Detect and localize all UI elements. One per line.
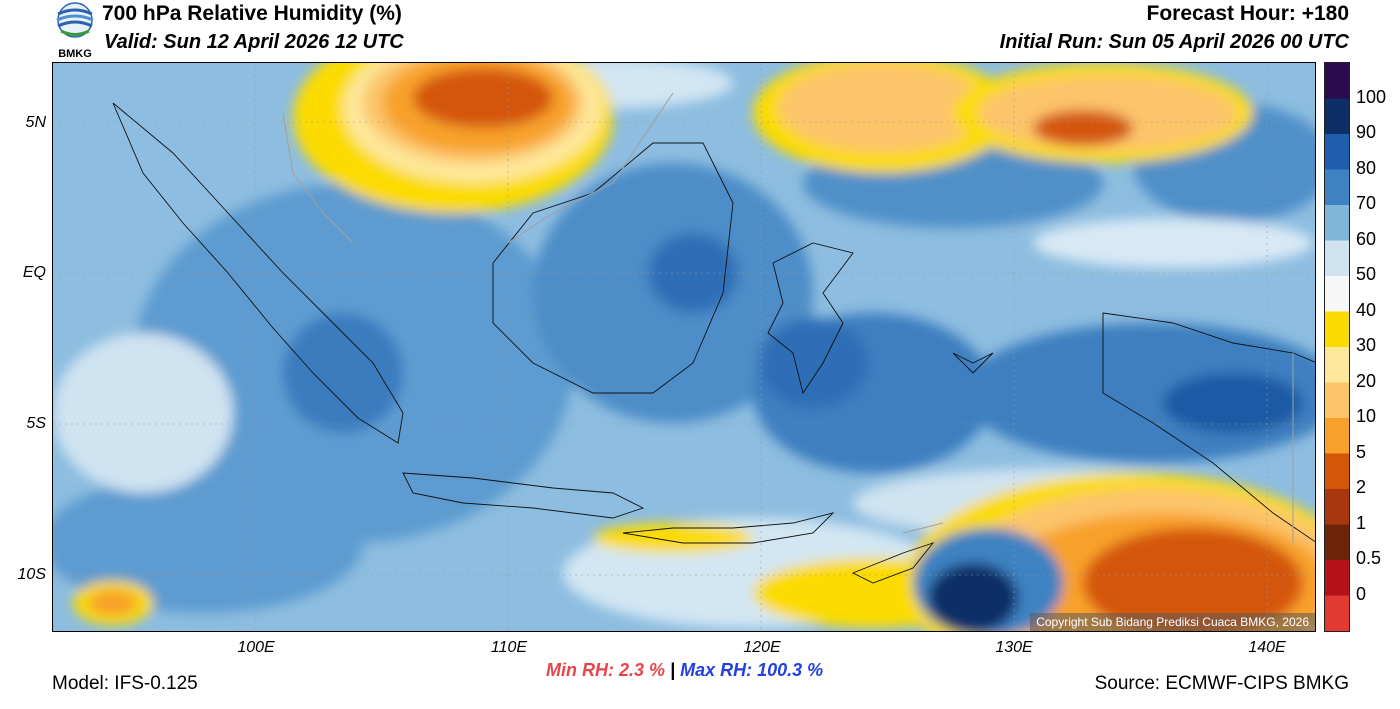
- lat-label-5n: 5N: [25, 114, 46, 131]
- graticule: [53, 63, 1315, 631]
- colorbar-bin: [1325, 63, 1349, 99]
- svg-text:BMKG: BMKG: [58, 48, 92, 60]
- colorbar-bin: [1325, 311, 1349, 348]
- colorbar-tick-label: 60: [1356, 228, 1377, 249]
- valid-time: Valid: Sun 12 April 2026 12 UTC: [104, 31, 404, 53]
- colorbar-bin: [1325, 382, 1349, 419]
- lon-label-120e: 120E: [743, 639, 781, 656]
- min-rh-label: Min RH:: [546, 660, 614, 680]
- colorbar-bin: [1325, 98, 1349, 135]
- max-rh-label: Max RH:: [680, 660, 753, 680]
- colorbar-tick-label: 1: [1356, 512, 1367, 533]
- min-rh-value: 2.3 %: [619, 660, 666, 680]
- coastlines: [112, 102, 1315, 584]
- colorbar: [1324, 62, 1350, 632]
- colorbar-bin: [1325, 134, 1349, 170]
- colorbar-bin: [1325, 205, 1349, 241]
- colorbar-tick-label: 20: [1356, 370, 1377, 391]
- lat-label-10s: 10S: [17, 566, 46, 583]
- stats-separator: |: [670, 660, 676, 680]
- colorbar-bin: [1325, 240, 1349, 277]
- rh-stats: Min RH: 2.3 % | Max RH: 100.3 %: [546, 660, 823, 681]
- colorbar-tick-label: 90: [1356, 122, 1377, 142]
- copyright-notice: Copyright Sub Bidang Prediksi Cuaca BMKG…: [1030, 613, 1315, 631]
- colorbar-bin: [1325, 347, 1349, 383]
- colorbar-bin: [1325, 595, 1349, 632]
- colorbar-tick-label: 10: [1356, 406, 1377, 426]
- forecast-hour: Forecast Hour: +180: [1146, 2, 1350, 25]
- colorbar-tick-label: 100: [1356, 86, 1387, 107]
- lon-label-110e: 110E: [490, 639, 528, 656]
- lon-label-130e: 130E: [995, 639, 1033, 656]
- humidity-map: Copyright Sub Bidang Prediksi Cuaca BMKG…: [52, 62, 1316, 632]
- colorbar-tick-label: 5: [1356, 441, 1367, 462]
- colorbar-tick-label: 0.5: [1356, 548, 1382, 568]
- colorbar-tick-label: 70: [1356, 193, 1377, 213]
- colorbar-tick-label: 0: [1356, 583, 1367, 604]
- bmkg-logo-icon: BMKG: [56, 2, 94, 60]
- colorbar-tick-label: 30: [1356, 335, 1377, 355]
- colorbar-bin: [1325, 418, 1349, 454]
- colorbar-tick-label: 40: [1356, 299, 1377, 320]
- max-rh-value: 100.3 %: [757, 660, 824, 680]
- model-label: Model: IFS-0.125: [52, 673, 198, 694]
- colorbar-bin: [1325, 169, 1349, 206]
- colorbar-tick-label: 80: [1356, 157, 1377, 178]
- colorbar-tick-label: 50: [1356, 264, 1377, 284]
- colorbar-bin: [1325, 276, 1349, 312]
- initial-run: Initial Run: Sun 05 April 2026 00 UTC: [999, 31, 1349, 53]
- colorbar-bins: [1325, 63, 1349, 632]
- lon-label-140e: 140E: [1248, 639, 1286, 656]
- source-label: Source: ECMWF-CIPS BMKG: [1094, 673, 1349, 694]
- colorbar-bin: [1325, 560, 1349, 596]
- lat-label-eq: EQ: [22, 264, 46, 281]
- chart-title: 700 hPa Relative Humidity (%): [102, 2, 402, 25]
- colorbar-bin: [1325, 524, 1349, 561]
- colorbar-bin: [1325, 453, 1349, 490]
- humidity-field: [53, 63, 1315, 631]
- colorbar-tick-label: 2: [1356, 477, 1367, 497]
- lon-label-100e: 100E: [237, 639, 275, 656]
- lat-label-5s: 5S: [26, 415, 46, 432]
- colorbar-bin: [1325, 489, 1349, 525]
- bmkg-logo: BMKG: [52, 2, 98, 60]
